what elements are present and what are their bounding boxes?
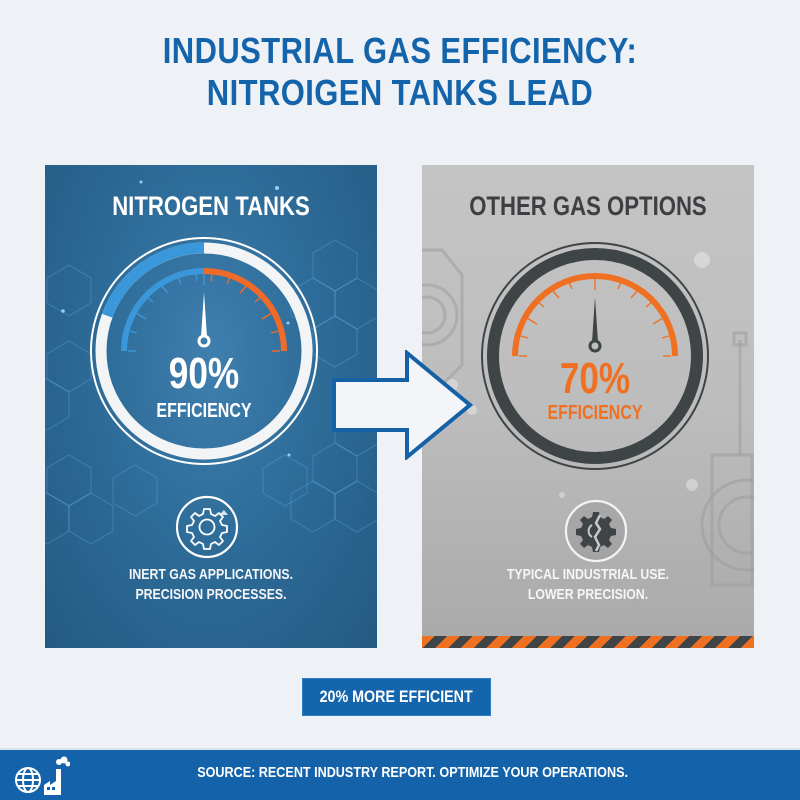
nitrogen-tanks-panel: NITROGEN TANKS — [45, 165, 377, 648]
broken-gear-icon — [564, 499, 628, 568]
gauge-dial-icon — [481, 242, 709, 470]
hazard-stripe — [422, 636, 754, 648]
footer-icons — [14, 756, 71, 800]
arrow-right-icon — [330, 348, 475, 465]
efficiency-gauge: 70% EFFICIENCY — [479, 240, 711, 472]
title-line-2: NITROIGEN TANKS LEAD — [206, 72, 594, 113]
page-title: INDUSTRIAL GAS EFFICIENCY: NITROIGEN TAN… — [56, 30, 744, 114]
badge-label: 20% MORE EFFICIENT — [319, 687, 474, 706]
title-line-1: INDUSTRIAL GAS EFFICIENCY: — [162, 30, 638, 71]
gauge-value: 70% — [559, 354, 631, 403]
globe-icon — [15, 767, 41, 793]
footer-source-text: SOURCE: RECENT INDUSTRY REPORT. OPTIMIZE… — [197, 764, 628, 781]
panel-heading: NITROGEN TANKS — [112, 191, 310, 221]
more-efficient-badge: 20% MORE EFFICIENT — [302, 678, 491, 716]
panel-description: TYPICAL INDUSTRIAL USE. LOWER PRECISION. — [506, 566, 670, 603]
gauge-value: 90% — [168, 349, 240, 398]
gear-icon — [175, 495, 239, 564]
efficiency-gauge: 90% EFFICIENCY — [88, 235, 320, 467]
footer-bar: SOURCE: RECENT INDUSTRY REPORT. OPTIMIZE… — [0, 748, 800, 800]
panel-description: INERT GAS APPLICATIONS. PRECISION PROCES… — [128, 566, 293, 603]
gauge-label: EFFICIENCY — [156, 400, 252, 422]
gauge-dial-icon — [90, 237, 318, 465]
machinery-background — [422, 248, 754, 587]
panel-heading: OTHER GAS OPTIONS — [469, 191, 707, 221]
other-gas-options-panel: OTHER GAS OPTIONS — [422, 165, 754, 648]
gauge-label: EFFICIENCY — [547, 402, 643, 424]
